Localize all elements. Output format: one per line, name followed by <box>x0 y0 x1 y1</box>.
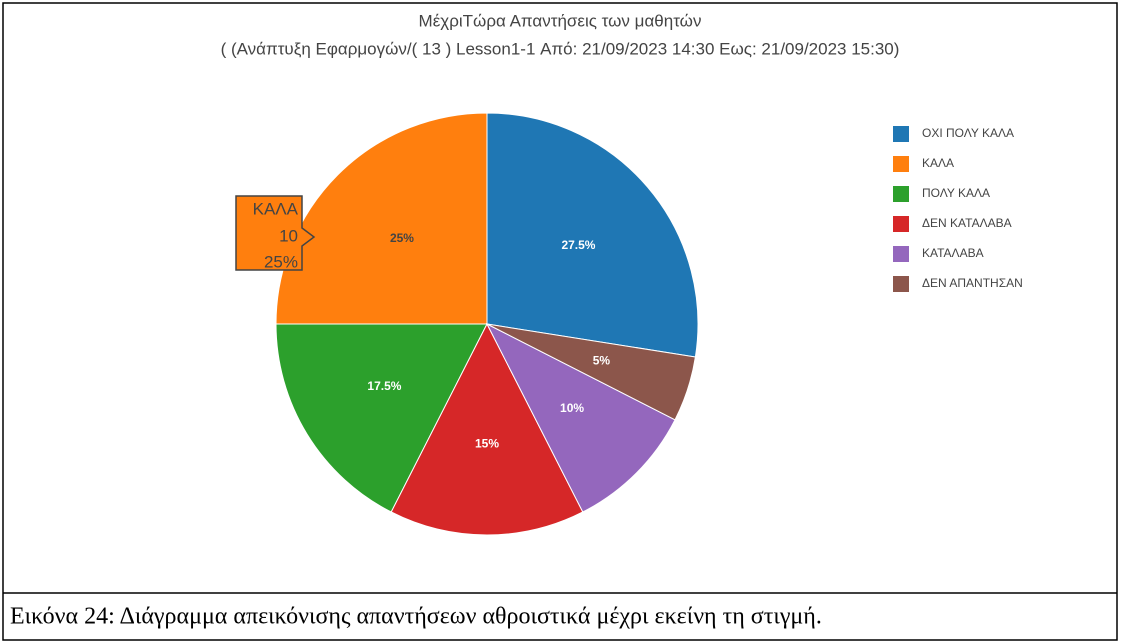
pie-slice <box>486 323 696 421</box>
tooltip-label: ΚΑΛΑ <box>253 199 299 218</box>
pie-slice <box>485 322 676 513</box>
slice-label: 15% <box>475 436 499 450</box>
legend-swatch <box>893 276 909 292</box>
pie: 27.5% 25% 17.5% 15% 10% 5% <box>275 112 699 536</box>
caption: Εικόνα 24: Διάγραμμα απεικόνισης απαντήσ… <box>10 604 822 630</box>
legend-label: ΔΕΝ ΚΑΤΑΛΑΒΑ <box>922 216 1012 230</box>
tooltip-count: 10 <box>279 226 298 245</box>
legend-swatch <box>893 156 909 172</box>
slice-label: 17.5% <box>367 379 401 393</box>
slice-label: 5% <box>593 353 611 367</box>
legend-label: ΚΑΛΑ <box>922 156 954 170</box>
slice-label: 25% <box>390 231 414 245</box>
slice-label: 10% <box>560 401 584 415</box>
legend-swatch <box>893 126 909 142</box>
tooltip-percent: 25% <box>264 252 298 271</box>
legend-swatch <box>893 186 909 202</box>
legend-label: ΔΕΝ ΑΠΑΝΤΗΣΑΝ <box>922 276 1023 290</box>
pie-slice <box>275 323 488 513</box>
pie-slice <box>390 322 584 536</box>
slice-label: 27.5% <box>561 238 595 252</box>
legend-label: ΠΟΛΥ ΚΑΛΑ <box>922 186 990 200</box>
chart-subtitle: ( (Ανάπτυξη Εφαρμογών/( 13 ) Lesson1-1 Α… <box>221 39 900 58</box>
legend-label: ΚΑΤΑΛΑΒΑ <box>922 246 984 260</box>
legend-swatch <box>893 246 909 262</box>
legend-swatch <box>893 216 909 232</box>
tooltip-box <box>235 195 316 271</box>
legend-label: ΟΧΙ ΠΟΛΥ ΚΑΛΑ <box>922 126 1014 140</box>
pie-slice <box>275 112 488 325</box>
pie-slice <box>486 112 699 358</box>
chart-title: ΜέχριΤώρα Απαντήσεις των μαθητών <box>419 11 702 30</box>
legend: ΟΧΙ ΠΟΛΥ ΚΑΛΑ ΚΑΛΑ ΠΟΛΥ ΚΑΛΑ ΔΕΝ ΚΑΤΑΛΑΒΑ ΚΑ… <box>893 126 1023 292</box>
hover-tooltip: ΚΑΛΑ 10 25% <box>235 195 316 271</box>
